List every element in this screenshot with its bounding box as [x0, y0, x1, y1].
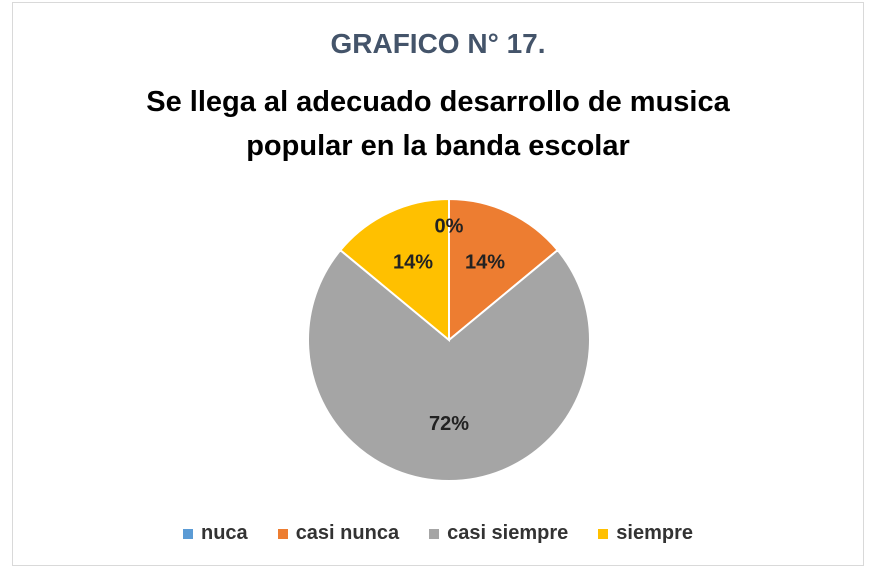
legend-swatch — [277, 528, 288, 539]
legend: nuca casi nunca casi siempre siempre — [0, 522, 876, 545]
data-label: 0% — [435, 215, 464, 237]
legend-item: casi siempre — [429, 522, 568, 545]
legend-label: siempre — [616, 522, 693, 544]
data-label: 14% — [465, 252, 505, 274]
legend-swatch — [429, 528, 440, 539]
data-label: 72% — [429, 413, 469, 435]
chart-subtitle: Se llega al adecuado desarrollo de music… — [146, 86, 730, 162]
legend-item: nuca — [183, 522, 248, 545]
legend-label: casi siempre — [447, 522, 569, 544]
legend-item: casi nunca — [277, 522, 400, 545]
pie-slice — [448, 197, 560, 343]
pie-slice — [338, 197, 450, 343]
legend-item: siempre — [598, 522, 693, 545]
legend-swatch — [598, 528, 609, 539]
legend-label: nuca — [201, 522, 248, 544]
chart-frame — [12, 2, 864, 566]
legend-swatch — [183, 528, 193, 539]
pie-slice — [307, 248, 591, 482]
legend-label: casi nunca — [295, 522, 400, 544]
chart-title: GRAFICO N° 17. — [330, 28, 546, 59]
data-label: 14% — [393, 252, 433, 274]
